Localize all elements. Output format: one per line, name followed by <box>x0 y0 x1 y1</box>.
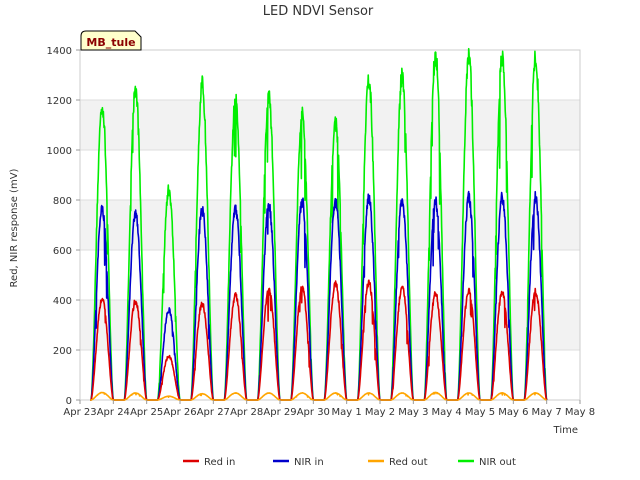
chart-title: LED NDVI Sensor <box>263 4 374 19</box>
site-badge-text: MB_tule <box>86 36 135 49</box>
x-axis-label: Time <box>553 425 578 436</box>
x-tick-label: May 3 <box>398 407 428 418</box>
series-lines <box>89 47 548 401</box>
legend-label: NIR out <box>479 457 516 468</box>
x-tick-label: Apr 30 <box>297 407 330 418</box>
y-tick-label: 1200 <box>47 96 72 107</box>
y-axis-label: Red, NIR response (mV) <box>9 168 20 287</box>
y-tick-label: 600 <box>53 246 72 257</box>
x-axis-ticks: Apr 23 Apr 24 Apr 25 Apr 26 Apr 27 Apr 28 Apr … <box>63 400 595 418</box>
legend-label: Red out <box>389 457 428 468</box>
y-tick-label: 0 <box>66 396 72 407</box>
plot-frame <box>79 49 581 401</box>
x-tick-label: Apr 29 <box>263 407 296 418</box>
legend: Red in NIR in Red out NIR out <box>183 457 516 468</box>
y-tick-label: 400 <box>53 296 72 307</box>
x-tick-label: Apr 28 <box>230 407 263 418</box>
x-tick-label: Apr 25 <box>130 407 163 418</box>
x-tick-label: May 5 <box>465 407 495 418</box>
y-tick-label: 800 <box>53 196 72 207</box>
site-badge-shape <box>80 30 142 51</box>
site-badge: MB_tule <box>80 30 142 51</box>
x-tick-label: May 6 <box>498 407 528 418</box>
x-tick-label: Apr 26 <box>163 407 196 418</box>
x-tick-label: May 1 <box>332 407 362 418</box>
x-tick-label: Apr 27 <box>197 407 230 418</box>
x-tick-label: May 2 <box>365 407 395 418</box>
y-tick-label: 1000 <box>47 146 72 157</box>
x-tick-label: May 8 <box>565 407 595 418</box>
y-tick-label: 1400 <box>47 46 72 57</box>
legend-label: NIR in <box>294 457 324 468</box>
series-line-red-out <box>89 391 548 401</box>
y-axis-ticks: 0 200 400 600 800 1000 1200 1400 <box>47 46 80 407</box>
x-tick-label: May 4 <box>432 407 462 418</box>
x-tick-label: Apr 23 <box>63 407 96 418</box>
legend-label: Red in <box>204 457 235 468</box>
y-tick-label: 200 <box>53 346 72 357</box>
grid-band <box>80 100 580 150</box>
x-tick-label: Apr 24 <box>97 407 130 418</box>
x-tick-label: May 7 <box>532 407 562 418</box>
